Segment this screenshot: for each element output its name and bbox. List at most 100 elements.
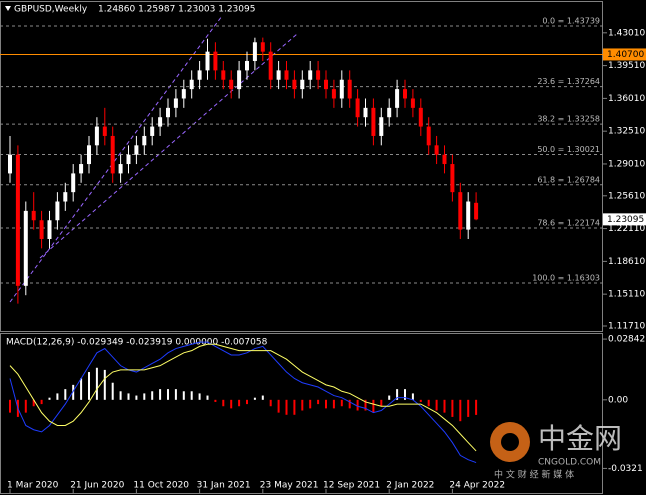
y-tick-label: 1.18610 (608, 257, 645, 267)
x-tick-label: 31 Jan 2021 (197, 481, 251, 491)
macd-histogram-bar (127, 393, 130, 400)
macd-panel-border (0, 333, 603, 494)
macd-histogram-bar (198, 393, 201, 400)
price-line-label: 1.40700 (607, 50, 644, 60)
x-tick-label: 2 Jan 2022 (386, 481, 434, 491)
candle-body (268, 51, 273, 80)
candle-body (316, 70, 321, 80)
candle-body (324, 79, 328, 90)
candle-body (94, 126, 99, 146)
macd-histogram-bar (40, 399, 43, 405)
candle-body (8, 154, 12, 174)
macd-histogram-bar (427, 399, 430, 407)
y-tick-label: 1.32510 (608, 127, 645, 137)
candle-body (355, 98, 360, 118)
macd-histogram-bar (56, 393, 59, 400)
candle-body (23, 210, 28, 286)
y-tick-label: 0.00 (608, 395, 628, 405)
candle-body (87, 145, 91, 165)
macd-histogram-bar (80, 378, 83, 400)
y-tick-label: 1.15110 (608, 290, 645, 300)
x-tick-label: 24 Apr 2022 (449, 481, 505, 491)
candle-body (395, 89, 400, 108)
macd-histogram-bar (396, 389, 399, 400)
watermark-logo-hole (501, 433, 519, 451)
candle-body (189, 79, 194, 90)
macd-histogram-bar (293, 399, 296, 415)
y-tick-label: 1.11710 (608, 322, 645, 332)
macd-histogram-bar (285, 399, 288, 415)
channel-line (39, 33, 298, 259)
macd-histogram-bar (419, 399, 422, 402)
macd-histogram-bar (182, 391, 185, 400)
macd-histogram-bar (167, 389, 169, 400)
candle-body (276, 70, 281, 80)
candle-body (260, 42, 265, 52)
macd-histogram-bar (159, 389, 162, 400)
fib-label: 78.6 = 1.22174 (537, 218, 600, 227)
candle-body (379, 117, 384, 136)
macd-histogram-bar (301, 399, 304, 411)
macd-histogram-bar (467, 399, 470, 417)
candle-body (63, 192, 68, 202)
macd-histogram-bar (435, 399, 438, 411)
y-tick-label: 1.43010 (608, 28, 645, 38)
candle-body (466, 201, 471, 230)
x-tick-label: 23 May 2021 (260, 481, 319, 491)
fib-label: 100.0 = 1.16303 (532, 273, 600, 282)
candle-body (118, 164, 123, 174)
macd-histogram-bar (88, 372, 90, 400)
candle-body (31, 210, 36, 221)
candle-body (418, 107, 423, 127)
macd-histogram-bar (48, 397, 51, 400)
candle-body (450, 164, 455, 193)
macd-histogram-bar (246, 399, 248, 405)
watermark-site: CNGOLD.COM (538, 458, 601, 468)
macd-histogram-bar (9, 399, 11, 413)
fib-label: 50.0 = 1.30021 (537, 145, 600, 154)
candle-body (426, 126, 431, 146)
macd-histogram-bar (411, 393, 414, 400)
candle-body (331, 89, 336, 99)
macd-histogram-bar (451, 399, 454, 417)
macd-histogram-bar (95, 367, 98, 400)
macd-histogram-bar (475, 399, 478, 415)
candle-body (150, 126, 155, 136)
watermark-text: 中金网 (538, 422, 622, 455)
candle-body (71, 173, 76, 193)
candle-body (229, 79, 234, 90)
y-tick-label: -0.0321 (608, 464, 643, 474)
candle-body (347, 79, 352, 99)
y-tick-label: 1.36010 (608, 94, 645, 104)
macd-histogram-bar (174, 389, 177, 400)
macd-histogram-bar (356, 399, 359, 411)
candle-body (292, 79, 297, 90)
watermark: 中金网 CNGOLD.COM 中 文 财 经 新 媒 体 (490, 422, 622, 481)
y-tick-label: 1.25610 (608, 191, 645, 201)
candle-body (39, 220, 44, 239)
candle-body (474, 202, 479, 220)
candle-body (126, 154, 131, 165)
channel-line (9, 15, 223, 303)
y-tick-label: 1.29010 (608, 159, 645, 169)
current-price-box (603, 213, 646, 226)
candle-body (387, 107, 392, 118)
macd-histogram-bar (404, 389, 406, 400)
candle-body (158, 117, 163, 127)
macd-histogram-bar (135, 395, 138, 400)
main-panel-border (0, 1, 603, 332)
macd-histogram-bar (24, 399, 27, 413)
macd-histogram-bar (72, 384, 75, 400)
macd-histogram-bar (269, 399, 272, 407)
fib-label: 38.2 = 1.33258 (537, 115, 600, 124)
candle-body (110, 135, 115, 174)
candle-body (79, 164, 84, 174)
macd-main-line (9, 341, 477, 464)
candle-body (237, 70, 242, 90)
x-tick-label: 21 Jun 2020 (70, 481, 124, 491)
x-tick-label: 12 Sep 2021 (323, 481, 380, 491)
macd-histogram-bar (332, 399, 335, 409)
macd-histogram-bar (119, 391, 122, 400)
candle-body (434, 145, 439, 155)
